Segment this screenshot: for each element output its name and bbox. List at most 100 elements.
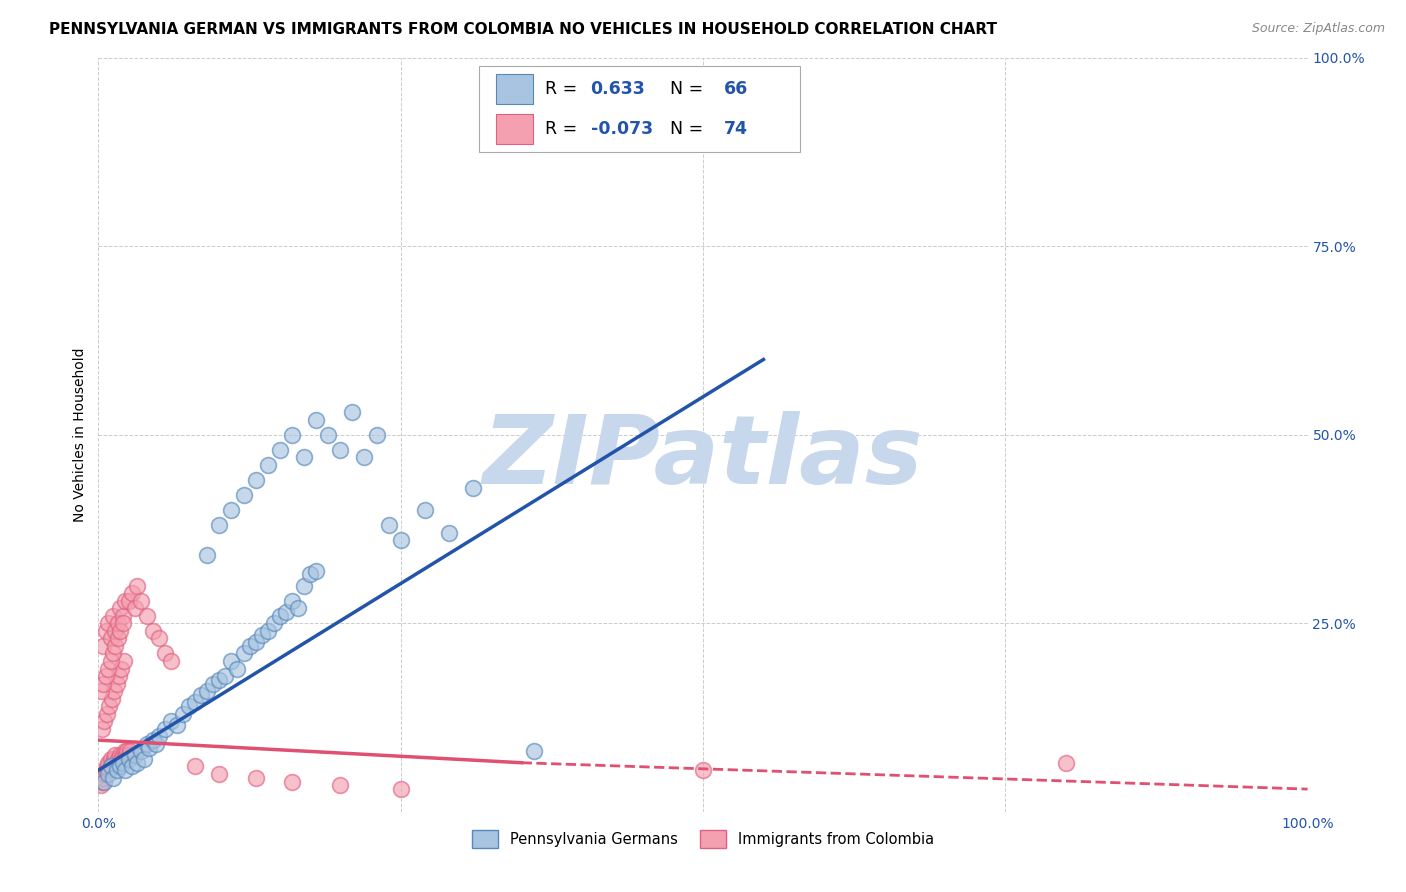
Point <box>250 627 273 641</box>
Point <box>202 676 225 690</box>
Point <box>97 661 120 675</box>
Point <box>256 624 278 638</box>
Point <box>353 450 375 465</box>
Point <box>208 673 231 687</box>
Point <box>179 699 201 714</box>
Point <box>100 632 122 646</box>
Point <box>148 632 170 646</box>
Point <box>389 782 412 797</box>
Point <box>127 578 149 592</box>
Point <box>232 647 254 661</box>
Point <box>108 759 131 773</box>
FancyBboxPatch shape <box>496 74 533 104</box>
Y-axis label: No Vehicles in Household: No Vehicles in Household <box>73 348 87 522</box>
Point <box>256 458 278 472</box>
Point <box>118 752 141 766</box>
Point <box>184 695 207 709</box>
Point <box>97 767 120 781</box>
Text: N =: N = <box>659 120 709 137</box>
Point <box>107 632 129 646</box>
Point <box>100 759 122 773</box>
Point <box>245 771 267 785</box>
Point <box>316 427 339 442</box>
Point <box>91 639 114 653</box>
Point <box>389 533 412 548</box>
Point <box>112 752 135 766</box>
Point <box>463 481 485 495</box>
Point <box>142 624 165 638</box>
Point <box>153 722 176 736</box>
Point <box>98 764 121 778</box>
Text: PENNSYLVANIA GERMAN VS IMMIGRANTS FROM COLOMBIA NO VEHICLES IN HOUSEHOLD CORRELA: PENNSYLVANIA GERMAN VS IMMIGRANTS FROM C… <box>49 22 997 37</box>
Point <box>329 778 352 792</box>
Point <box>127 756 149 770</box>
Point <box>148 730 170 744</box>
Point <box>166 718 188 732</box>
Point <box>121 759 143 773</box>
Point <box>97 756 120 770</box>
Point <box>269 442 291 457</box>
Point <box>114 744 136 758</box>
Point <box>124 748 146 763</box>
Point <box>208 518 231 533</box>
Point <box>103 752 125 766</box>
Legend: Pennsylvania Germans, Immigrants from Colombia: Pennsylvania Germans, Immigrants from Co… <box>467 824 939 854</box>
Point <box>281 593 304 607</box>
Point <box>94 764 117 778</box>
Point <box>100 691 122 706</box>
Point <box>208 767 231 781</box>
Point <box>91 722 114 736</box>
Point <box>160 714 183 729</box>
Point <box>437 525 460 540</box>
Point <box>281 427 304 442</box>
Point <box>90 778 112 792</box>
Text: 0.633: 0.633 <box>591 80 645 98</box>
Point <box>172 706 194 721</box>
Text: 74: 74 <box>724 120 748 137</box>
Point <box>129 593 152 607</box>
Point <box>221 654 243 668</box>
Point <box>245 473 267 487</box>
Point <box>145 737 167 751</box>
Point <box>523 744 546 758</box>
Point <box>281 774 304 789</box>
Point <box>692 764 714 778</box>
Point <box>101 756 124 770</box>
Point <box>91 771 114 785</box>
Point <box>94 669 117 683</box>
Point <box>263 616 285 631</box>
Point <box>160 654 183 668</box>
Point <box>101 647 124 661</box>
Point <box>292 578 315 592</box>
Point <box>305 564 328 578</box>
Point <box>93 714 115 729</box>
Point <box>104 624 127 638</box>
Point <box>114 593 136 607</box>
Point <box>100 654 122 668</box>
Point <box>104 748 127 763</box>
Point <box>117 744 139 758</box>
Point <box>90 684 112 698</box>
Point <box>107 752 129 766</box>
Point <box>214 669 236 683</box>
Point <box>329 442 352 457</box>
Point <box>108 624 131 638</box>
Point <box>135 608 157 623</box>
Text: 66: 66 <box>724 80 748 98</box>
Point <box>100 759 122 773</box>
Point <box>184 759 207 773</box>
Point <box>195 549 218 563</box>
Point <box>103 684 125 698</box>
Point <box>105 676 128 690</box>
Point <box>153 647 176 661</box>
Point <box>97 616 120 631</box>
Point <box>108 756 131 770</box>
Point <box>269 608 291 623</box>
Point <box>108 669 131 683</box>
Point <box>195 684 218 698</box>
Point <box>110 752 132 766</box>
Point <box>112 654 135 668</box>
Point <box>105 764 128 778</box>
Point <box>101 608 124 623</box>
Point <box>110 661 132 675</box>
